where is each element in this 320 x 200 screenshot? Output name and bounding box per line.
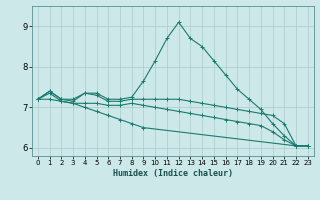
X-axis label: Humidex (Indice chaleur): Humidex (Indice chaleur) — [113, 169, 233, 178]
